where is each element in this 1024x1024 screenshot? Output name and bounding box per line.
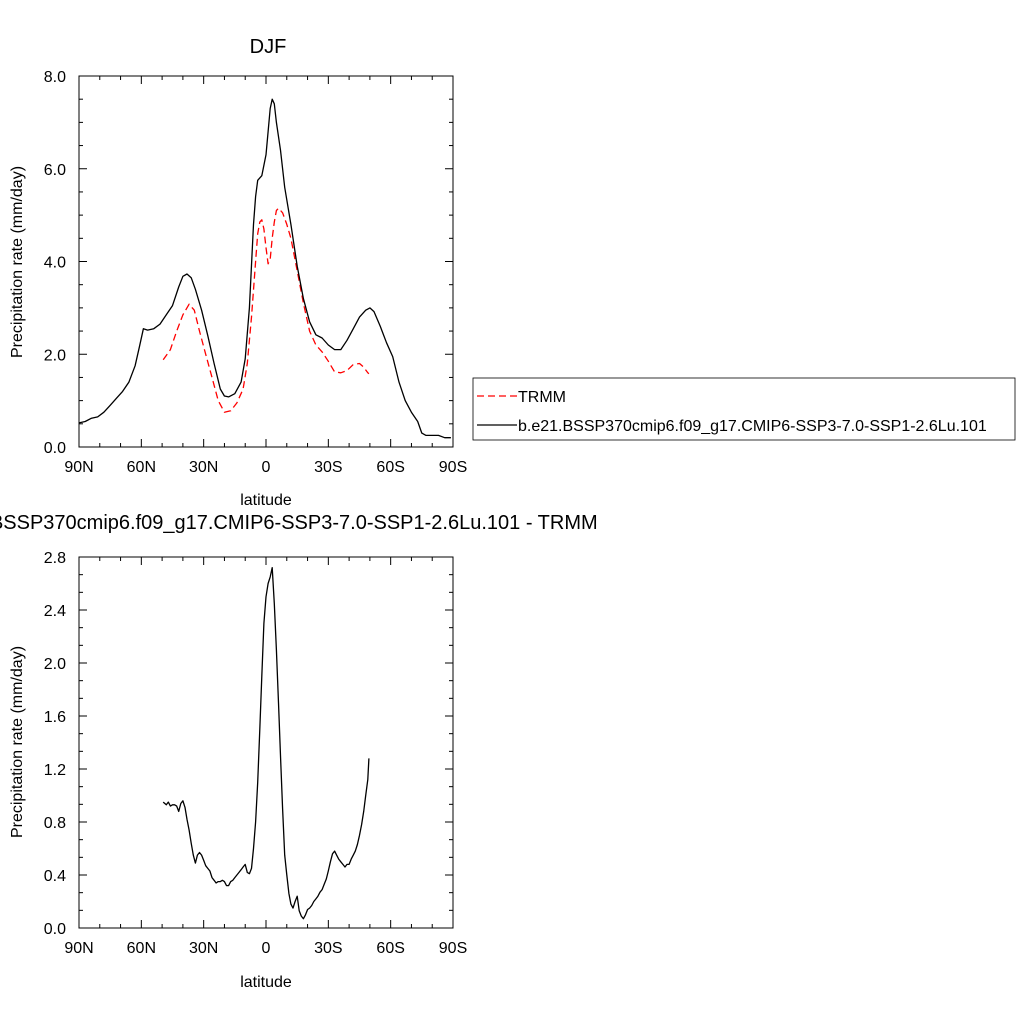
legend-label-trmm: TRMM: [518, 389, 566, 406]
bottom-y-axis-label: Precipitation rate (mm/day): [9, 646, 26, 838]
bottom-x-axis-label: latitude: [240, 974, 292, 991]
x-tick-label: 30S: [314, 940, 342, 957]
y-tick-label: 2.0: [44, 656, 66, 673]
y-tick-label: 0.8: [44, 815, 66, 832]
x-tick-label: 60S: [376, 940, 404, 957]
top-x-axis-label: latitude: [240, 492, 292, 509]
x-tick-label: 0: [262, 459, 271, 476]
bottom-panel: b.e21.BSSP370cmip6.f09_g17.CMIP6-SSP3-7.…: [0, 512, 598, 991]
x-tick-label: 60N: [127, 940, 156, 957]
x-tick-label: 90S: [439, 940, 467, 957]
y-tick-label: 2.4: [44, 603, 66, 620]
x-tick-label: 90N: [64, 459, 93, 476]
top-panel: DJF 90N 60N 30N 0 30S 60S 90S 0.0 2.0 4.0 6.0 8.0 l…: [9, 36, 467, 509]
top-axis-ticks: [78, 75, 454, 448]
y-tick-label: 0.0: [44, 440, 66, 457]
y-tick-label: 2.0: [44, 347, 66, 364]
x-tick-label: 30N: [189, 459, 218, 476]
x-tick-label: 30S: [314, 459, 342, 476]
y-tick-label: 1.2: [44, 762, 66, 779]
series-line-trmm: [162, 207, 370, 413]
top-tick-labels: 90N 60N 30N 0 30S 60S 90S 0.0 2.0 4.0 6.0 8.0: [44, 69, 467, 476]
legend-label-model: b.e21.BSSP370cmip6.f09_g17.CMIP6-SSP3-7.…: [518, 418, 987, 435]
y-tick-label: 0.4: [44, 868, 66, 885]
series-line-model: [78, 98, 451, 439]
legend-box: [472, 377, 1016, 441]
bottom-tick-labels: 90N 60N 30N 0 30S 60S 90S 0.0 0.4 0.8 1.2 1.6 2.0 2.4…: [44, 550, 467, 957]
y-tick-label: 2.8: [44, 550, 66, 567]
top-series-layer: [78, 98, 451, 439]
legend: TRMM b.e21.BSSP370cmip6.f09_g17.CMIP6-SS…: [472, 377, 1016, 441]
x-tick-label: 90S: [439, 459, 467, 476]
x-tick-label: 30N: [189, 940, 218, 957]
x-tick-label: 60N: [127, 459, 156, 476]
top-y-axis-label: Precipitation rate (mm/day): [9, 166, 26, 358]
y-tick-label: 6.0: [44, 162, 66, 179]
x-tick-label: 0: [262, 940, 271, 957]
series-line-difference: [162, 566, 370, 920]
y-tick-label: 8.0: [44, 69, 66, 86]
x-tick-label: 90N: [64, 940, 93, 957]
top-title: DJF: [250, 36, 287, 58]
bottom-plot-frame: [78, 556, 454, 929]
x-tick-label: 60S: [376, 459, 404, 476]
y-tick-label: 1.6: [44, 709, 66, 726]
bottom-title: b.e21.BSSP370cmip6.f09_g17.CMIP6-SSP3-7.…: [0, 512, 598, 534]
bottom-axis-ticks: [78, 556, 454, 929]
y-tick-label: 0.0: [44, 921, 66, 938]
bottom-series-layer: [162, 566, 370, 920]
y-tick-label: 4.0: [44, 255, 66, 272]
top-plot-frame: [78, 75, 454, 448]
